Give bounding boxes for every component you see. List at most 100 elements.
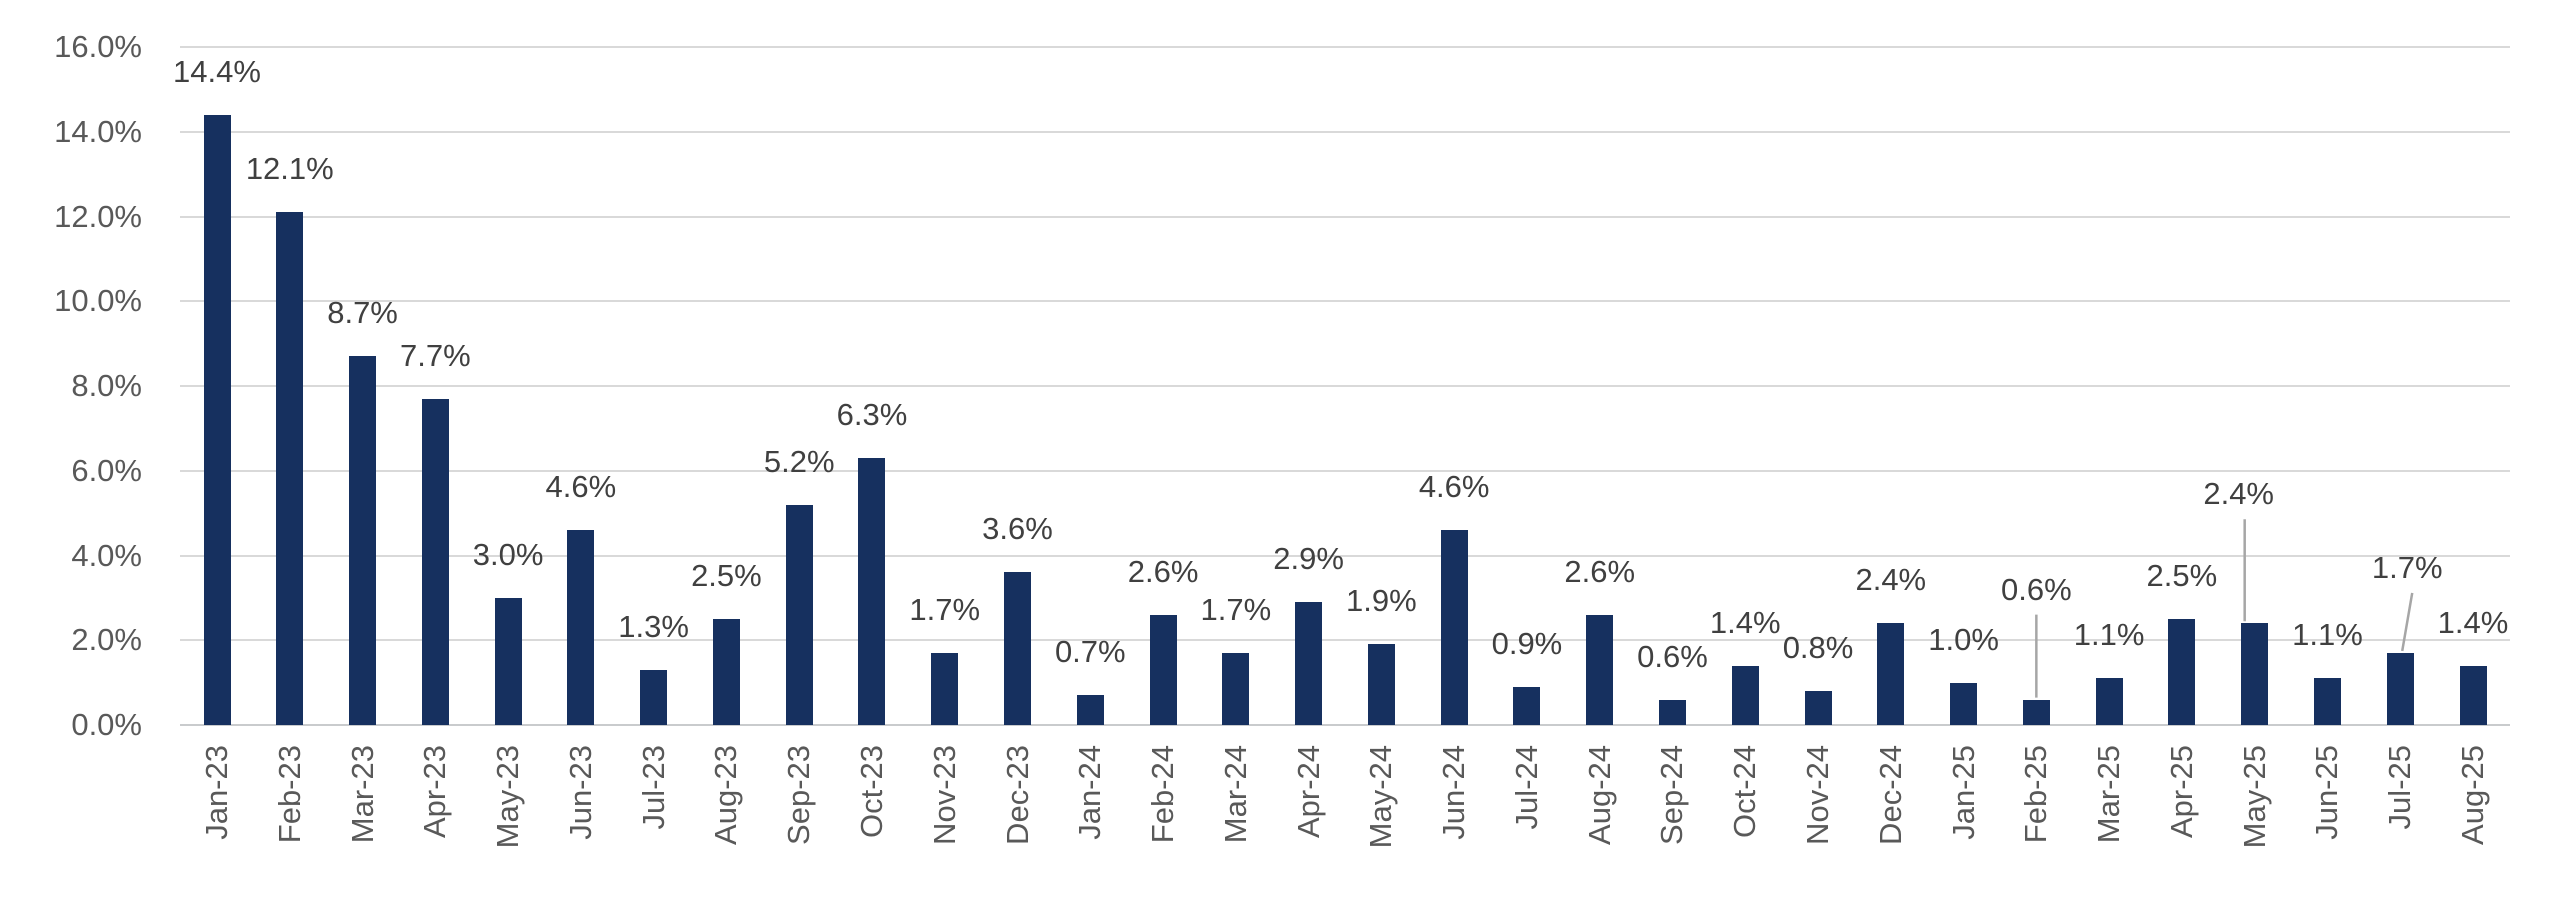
bar-May-24 [1367,644,1395,725]
x-axis-label-Jun-23: Jun-23 [562,745,598,840]
data-label-May-24: 1.9% [1346,583,1417,619]
bar-Dec-23 [1004,572,1032,725]
data-label-Jan-23: 14.4% [173,53,261,89]
bar-Apr-23 [421,398,449,725]
gridline [180,130,2510,133]
bar-Jun-23 [567,530,595,725]
y-axis-tick-label: 8.0% [71,368,142,403]
bar-May-25 [2241,623,2269,725]
bar-Mar-25 [2095,678,2123,725]
data-label-Nov-24: 0.8% [1782,630,1854,666]
x-axis-label-Jun-24: Jun-24 [1436,745,1472,840]
y-axis-tick-label: 10.0% [54,283,142,319]
bar-Oct-23 [858,458,886,725]
data-label-May-23: 3.0% [472,536,544,572]
x-axis-label-Apr-24: Apr-24 [1290,745,1326,839]
data-label-Feb-23: 12.1% [245,151,334,187]
x-axis-label-Jan-23: Jan-23 [199,745,234,840]
x-axis-label-Aug-25: Aug-25 [2455,745,2490,845]
bar-Sep-23 [785,504,813,725]
x-axis-label-Sep-23: Sep-23 [781,745,817,845]
bar-Mar-23 [349,356,377,725]
x-axis-label-Apr-23: Apr-23 [417,745,453,839]
x-axis-label-Jan-25: Jan-25 [1945,745,1981,840]
x-axis-label-Oct-24: Oct-24 [1727,745,1763,839]
bar-Feb-23 [276,212,304,725]
bar-Oct-24 [1731,665,1759,725]
y-axis-tick-label: 6.0% [71,452,142,488]
data-label-Feb-24: 2.6% [1127,553,1199,589]
x-axis-label-Nov-23: Nov-23 [926,745,962,845]
data-label-Feb-25: 0.6% [2001,571,2072,607]
bar-Jan-25 [1950,682,1978,725]
data-label-Sep-24: 0.6% [1637,638,1708,674]
x-axis-label-Aug-24: Aug-24 [1581,745,1617,845]
bar-Jul-24 [1513,686,1541,725]
x-axis-label-Jul-23: Jul-23 [635,745,671,830]
bar-Jan-23 [203,114,231,725]
x-axis-label-Jul-24: Jul-24 [1508,745,1544,830]
data-label-Apr-23: 7.7% [399,337,471,373]
bar-Feb-24 [1149,614,1177,725]
bar-Aug-24 [1586,614,1614,725]
x-axis-label-May-24: May-24 [1363,745,1399,849]
x-axis-label-Mar-23: Mar-23 [344,745,380,844]
data-label-Mar-23: 8.7% [327,295,398,331]
bar-Jun-25 [2313,678,2341,725]
data-label-Jun-25: 1.1% [2292,617,2363,653]
bar-Feb-25 [2022,699,2050,725]
data-label-Apr-24: 2.9% [1273,541,1344,577]
x-axis-label-Feb-24: Feb-24 [1145,745,1181,844]
bar-Apr-25 [2168,619,2196,725]
x-axis-label-Mar-25: Mar-25 [2091,745,2127,844]
y-axis-tick-label: 16.0% [54,29,142,64]
y-axis-tick-label: 0.0% [71,707,142,742]
gridline [180,554,2510,557]
gridline [180,215,2510,218]
x-axis-label-Aug-23: Aug-23 [708,745,744,845]
x-axis-label-May-25: May-25 [2236,745,2272,849]
data-label-Aug-24: 2.6% [1564,553,1636,589]
bar-Nov-23 [931,652,959,725]
bar-Jun-24 [1440,530,1468,725]
y-axis-tick-label: 4.0% [71,537,142,573]
bar-Aug-25 [2459,665,2487,725]
data-label-Nov-23: 1.7% [909,591,981,627]
gridline [180,46,2510,48]
data-label-Jan-25: 1.0% [1928,621,1999,657]
data-label-Oct-24: 1.4% [1709,604,1781,640]
bar-Mar-24 [1222,652,1250,725]
x-axis-label-Oct-23: Oct-23 [853,745,889,839]
y-axis-tick-label: 2.0% [71,622,142,658]
data-label-Jul-24: 0.9% [1491,625,1563,661]
data-label-Oct-23: 6.3% [836,397,908,433]
y-axis-tick-label: 14.0% [54,113,142,149]
x-axis-label-Feb-25: Feb-25 [2018,745,2054,844]
bar-Jul-23 [640,669,668,725]
x-axis-label-Jun-25: Jun-25 [2309,745,2345,840]
data-label-Jun-24: 4.6% [1418,469,1490,505]
x-axis-label-Mar-24: Mar-24 [1217,745,1253,844]
data-label-Jan-24: 0.7% [1054,634,1126,670]
data-label-Dec-24: 2.4% [1855,562,1927,598]
bar-May-23 [494,597,522,725]
gridline [180,639,2510,642]
x-axis-label-May-23: May-23 [490,745,526,849]
x-axis-label-Dec-23: Dec-23 [999,745,1035,845]
bar-Sep-24 [1658,699,1686,725]
bar-Jan-24 [1076,695,1104,725]
data-label-Sep-23: 5.2% [763,443,835,479]
x-axis-label-Jan-24: Jan-24 [1072,745,1108,840]
data-label-Aug-25: 1.4% [2437,604,2509,640]
x-axis-label-Feb-23: Feb-23 [271,745,307,844]
x-axis-label-Nov-24: Nov-24 [1800,745,1836,845]
data-label-Dec-23: 3.6% [982,511,1053,547]
x-axis-label-Apr-25: Apr-25 [2163,745,2199,839]
data-label-Aug-23: 2.5% [691,558,762,594]
data-label-May-25: 2.4% [2203,476,2275,512]
data-label-Jun-23: 4.6% [545,469,617,505]
data-label-Mar-25: 1.1% [2073,617,2145,653]
bar-Jul-25 [2386,652,2414,725]
y-axis-tick-label: 12.0% [54,198,142,234]
